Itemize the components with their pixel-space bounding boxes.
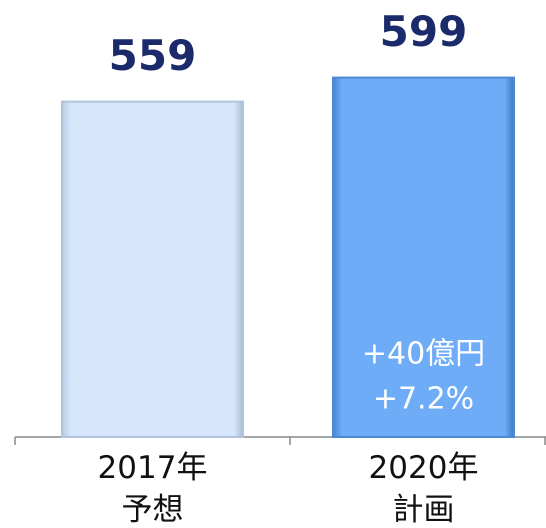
bar — [61, 100, 244, 438]
annotation: +7.2% — [373, 382, 474, 417]
x-tick-label: 2020年 計画 — [368, 450, 479, 528]
value-label: 559 — [109, 31, 197, 80]
annotation: +40億円 — [362, 337, 485, 372]
value-label: 599 — [380, 7, 468, 56]
bar — [332, 76, 515, 438]
x-tick-label: 2017年 予想 — [97, 450, 208, 528]
